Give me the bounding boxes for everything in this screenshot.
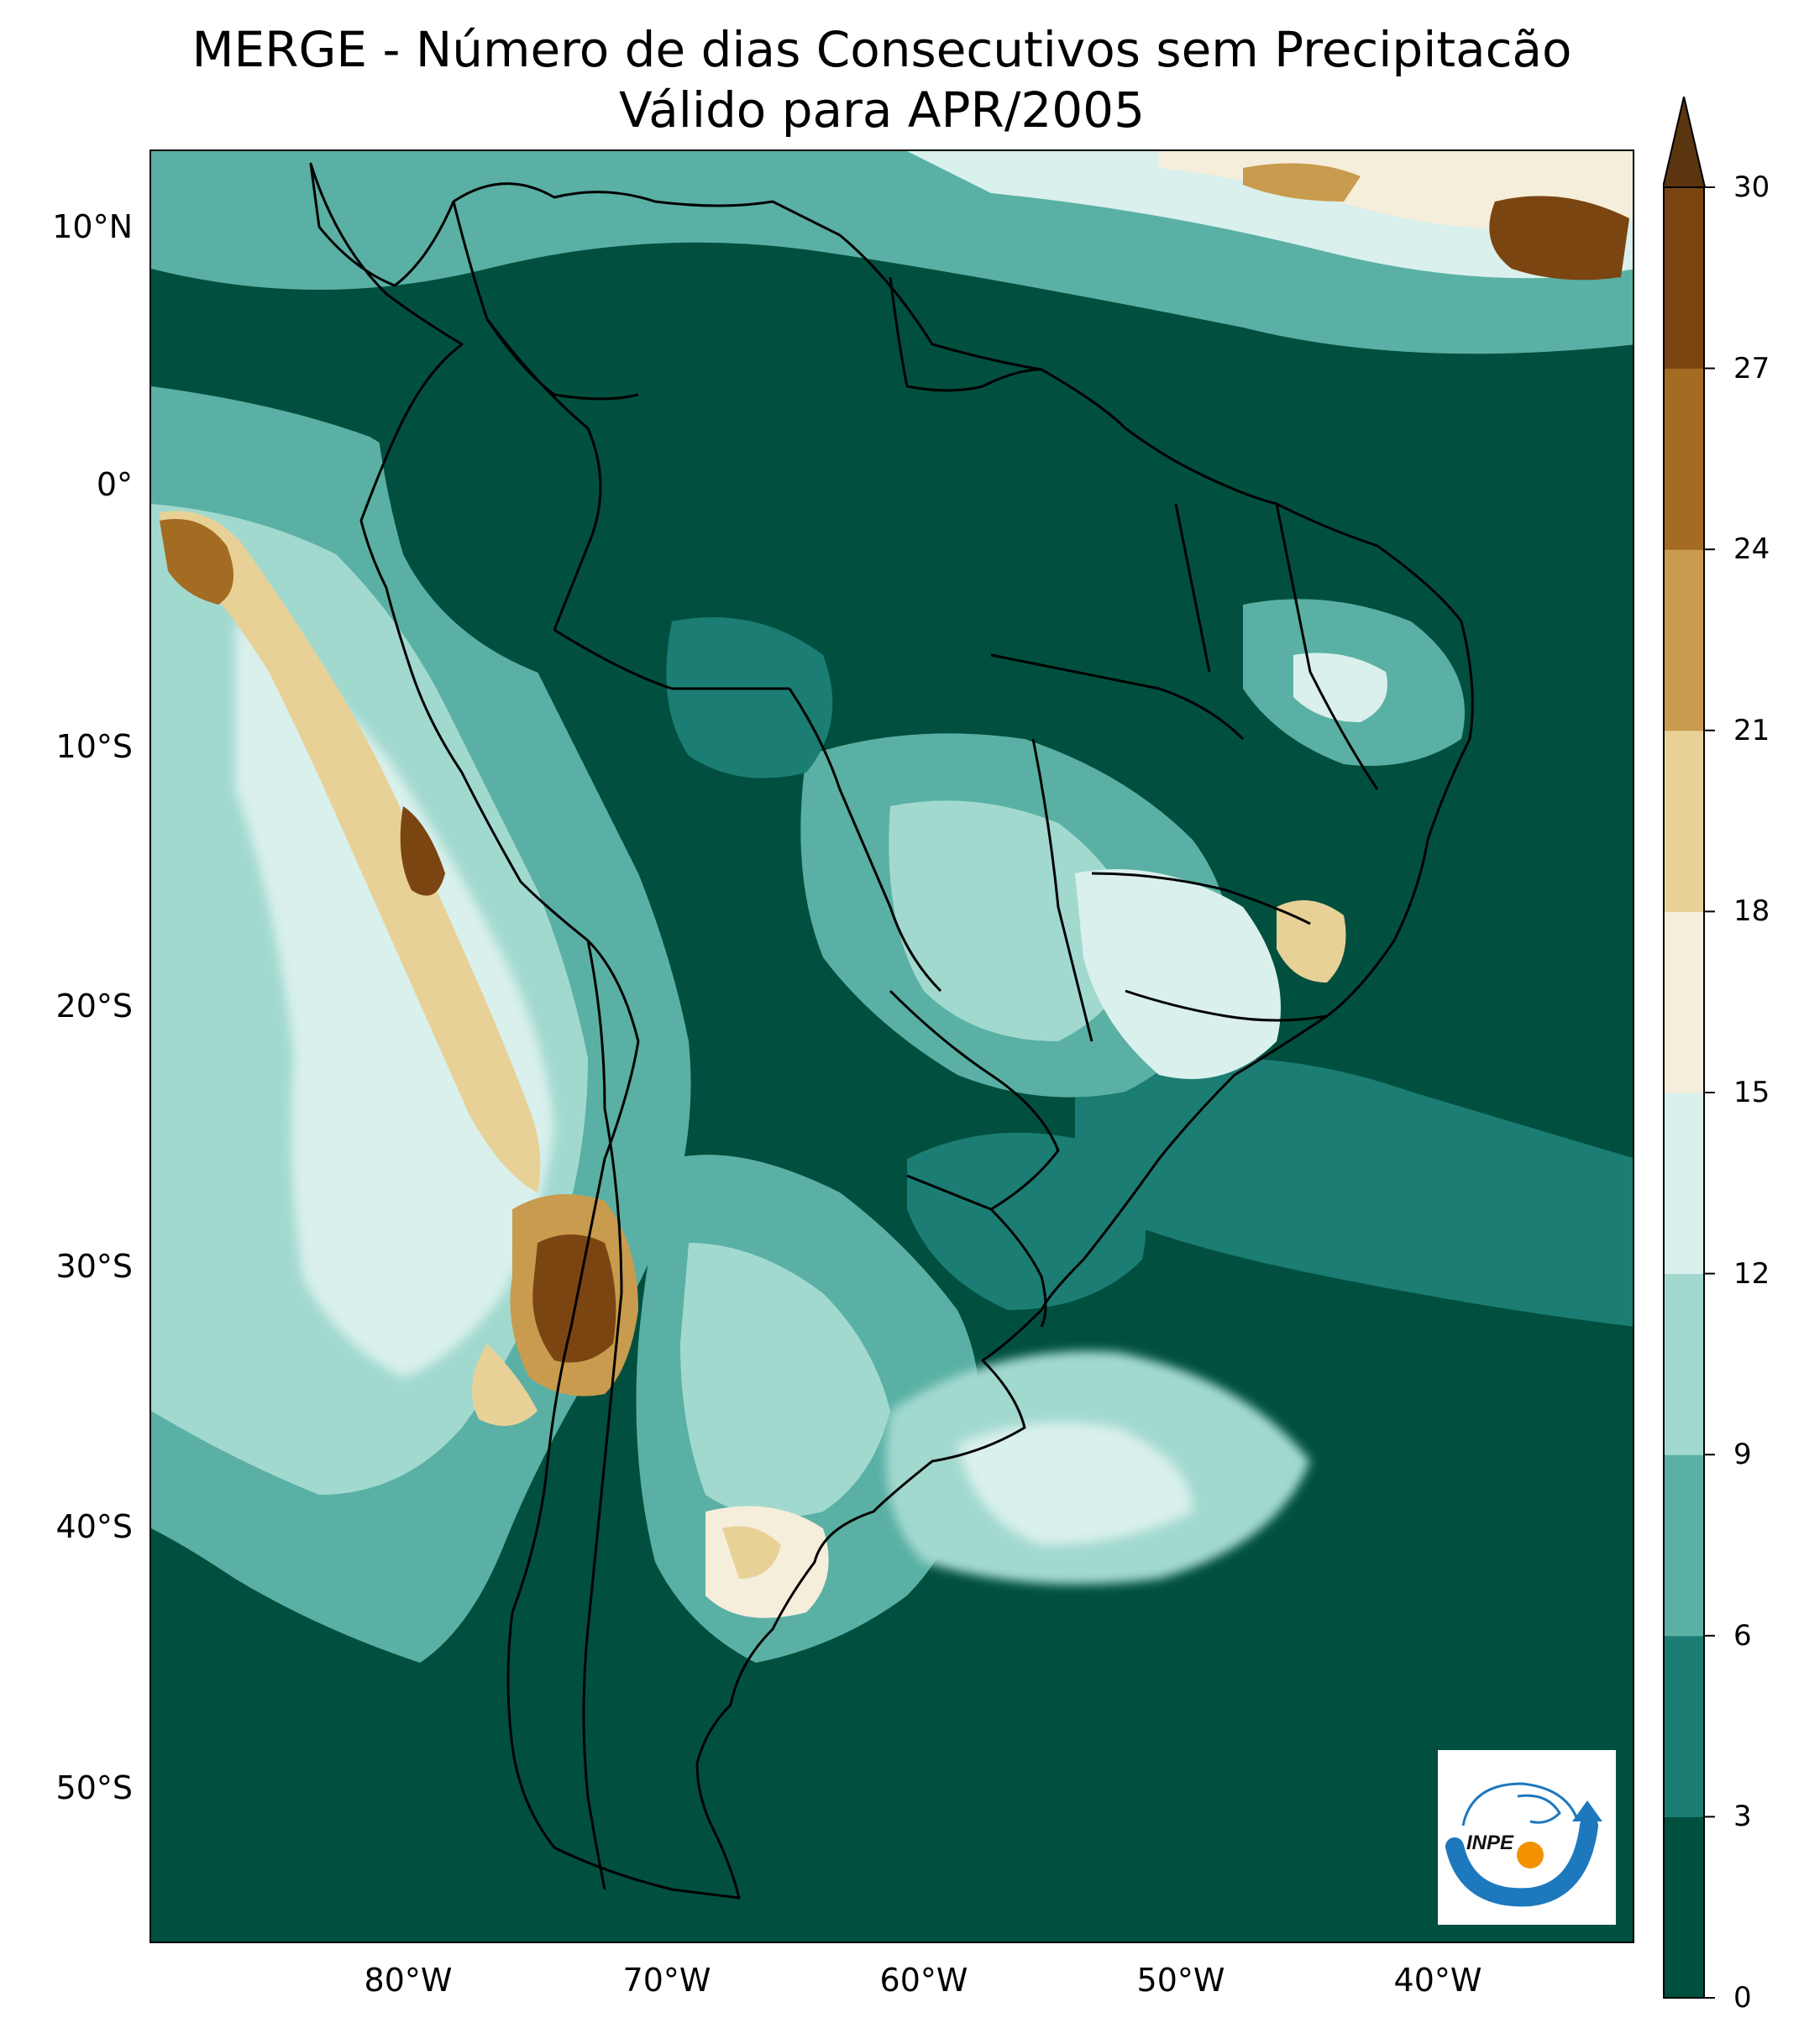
border-venezuela-colombia [452, 201, 639, 401]
border-brazil-states-2 [1031, 738, 1093, 1042]
lon-label-50w: 50°W [1136, 1962, 1225, 1999]
lat-label-10s: 10°S [55, 728, 133, 765]
border-brazil-states-4 [1125, 989, 1328, 1022]
colorbar-tick-label: 27 [1733, 351, 1770, 385]
colorbar-tick-label: 30 [1733, 170, 1770, 204]
andes-brown-north [160, 519, 233, 605]
colorbar-extend-arrow [1663, 97, 1707, 188]
colorbar-tick-label: 24 [1733, 532, 1770, 567]
northeast-lighter [1293, 653, 1387, 722]
colorbar-segment [1663, 1273, 1705, 1455]
colorbar-frame [1663, 186, 1705, 1999]
pacific-pale-band [235, 621, 554, 1377]
colorbar-segment [1663, 911, 1705, 1093]
inpe-logo-icon: INPE [1445, 1782, 1602, 1907]
lat-label-20s: 20°S [55, 988, 133, 1025]
lon-label-40w: 40°W [1393, 1962, 1482, 1999]
coastline-and-borders [309, 162, 1474, 1900]
argentina-lighter [680, 1243, 890, 1517]
border-guianas [889, 276, 1042, 392]
lon-label-80w: 80°W [364, 1962, 453, 1999]
map-frame [149, 149, 1634, 1943]
colorbar-segment [1663, 368, 1705, 550]
border-brazil-states-1 [990, 653, 1245, 741]
colorbar-segment [1663, 1093, 1705, 1275]
andes-brown-mid [400, 806, 445, 896]
colorbar-segment [1663, 1454, 1705, 1637]
lon-label-70w: 70°W [622, 1962, 711, 1999]
lat-label-0: 0° [96, 466, 133, 503]
andes-dry-strip [160, 511, 541, 1192]
colorbar-tick-label: 6 [1733, 1618, 1752, 1653]
atlantic-mid-band [1075, 1057, 1633, 1327]
border-peru-brazil [553, 628, 789, 690]
amazon-humid [370, 280, 1226, 689]
colorbar-segment [1663, 549, 1705, 731]
colorbar-segment [1663, 1635, 1705, 1817]
border-argentina-chile [582, 940, 623, 1890]
colorbar-segment [1663, 730, 1705, 912]
bolivia-mid [666, 617, 833, 778]
chile-tan-edge [472, 1344, 538, 1426]
minas-dry-patch [1277, 900, 1346, 983]
colorbar-tick-label: 15 [1733, 1076, 1770, 1109]
inpe-logo: INPE [1438, 1750, 1616, 1925]
border-brazil-states-5 [1174, 503, 1211, 673]
colorbar-tick-label: 21 [1733, 713, 1770, 747]
atlantic-pale-swirl [957, 1422, 1193, 1545]
brazil-southeast-pale [1075, 869, 1281, 1079]
border-paraguay [889, 989, 1060, 1211]
lat-label-30s: 30°S [55, 1248, 133, 1285]
colorbar-tick-label: 18 [1733, 894, 1770, 929]
lat-label-50s: 50°S [55, 1769, 133, 1806]
brazil-central-lighter [889, 800, 1142, 1041]
lat-label-40s: 40°S [55, 1508, 133, 1545]
south-america-coastline [309, 162, 1474, 1900]
colorbar-tick-label: 3 [1733, 1800, 1752, 1834]
patagonia-tan [722, 1526, 781, 1579]
border-uruguay [989, 1208, 1047, 1328]
colorbar-tick-label: 12 [1733, 1256, 1770, 1291]
colorbar [1663, 97, 1715, 1999]
caribbean-dry-tan [1243, 163, 1361, 202]
map-title: MERGE - Número de dias Consecutivos sem … [191, 21, 1572, 78]
lat-label-10n: 10°N [52, 208, 133, 245]
border-brazil-states-3 [1091, 872, 1311, 925]
southern-brazil-mid [907, 1132, 1146, 1310]
border-bolivia-brazil [788, 688, 942, 993]
precipitation-map [151, 151, 1633, 1942]
colorbar-tick-label: 9 [1733, 1438, 1752, 1472]
inpe-logo-text: INPE [1466, 1832, 1514, 1854]
caribbean-dry-brown [1489, 196, 1629, 280]
colorbar-segment [1663, 1816, 1705, 1999]
chile-dry-core [532, 1234, 616, 1363]
map-subtitle: Válido para APR/2005 [619, 81, 1145, 139]
colorbar-tick-label: 0 [1733, 1981, 1752, 2015]
border-colombia-brazil [485, 318, 602, 631]
lon-label-60w: 60°W [879, 1962, 968, 1999]
border-brazil-states-6 [1275, 503, 1379, 790]
colorbar-segment [1663, 187, 1705, 369]
